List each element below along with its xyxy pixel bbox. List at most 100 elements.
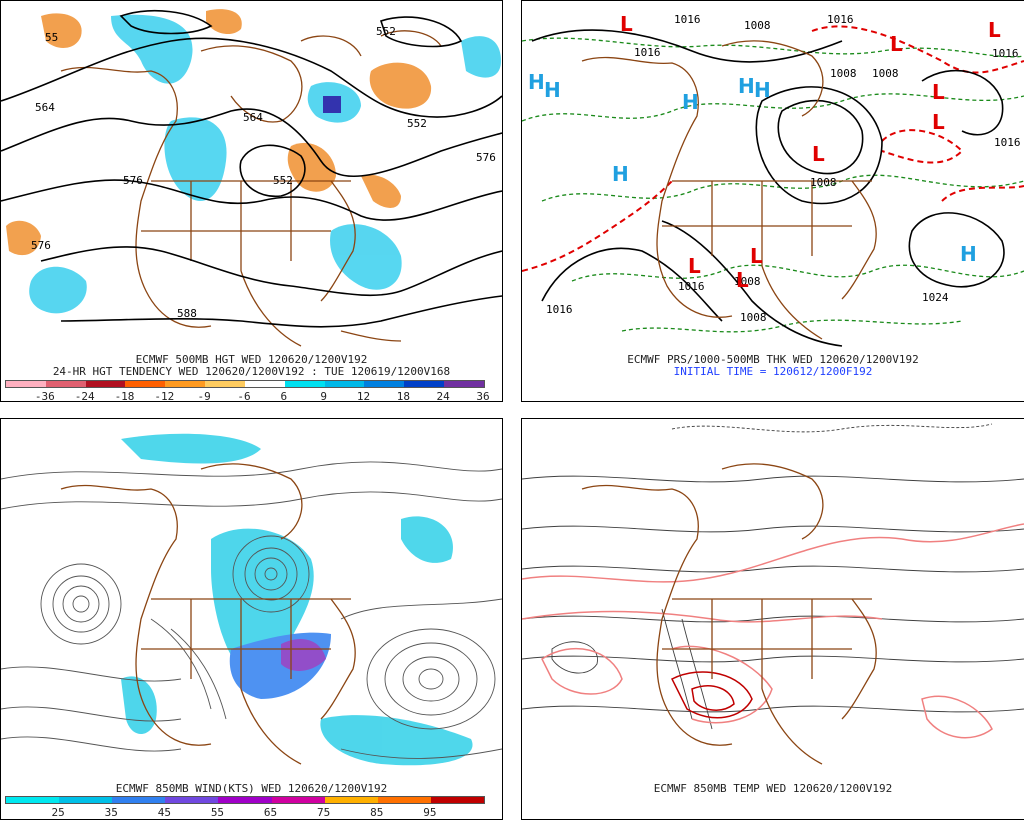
panel-title: ECMWF 850MB WIND(KTS) WED 120620/1200V19… [115, 782, 388, 795]
contour-label: 576 [31, 239, 51, 252]
low-marker: L [750, 244, 763, 268]
colorbar-label: -18 [114, 390, 135, 402]
tendency-neg-area [287, 142, 336, 192]
panel-title: ECMWF PRS/1000-500MB THK WED 120620/1200… [627, 353, 919, 366]
streamlines [1, 461, 502, 759]
coastlines [60, 463, 356, 765]
coastlines [581, 463, 877, 765]
tendency-neg-area [361, 174, 401, 208]
isobar-label: 1008 [734, 275, 761, 288]
isobar-label: 1008 [744, 19, 771, 32]
tendency-neg-area [206, 9, 242, 35]
tendency-pos-area [330, 224, 402, 290]
isobar-label: 1016 [634, 46, 661, 59]
contour-label: 576 [123, 174, 143, 187]
colorbar-label: 35 [104, 806, 118, 819]
colorbar-label: 9 [320, 390, 327, 402]
isobars [531, 29, 1005, 347]
colorbar-label: -12 [154, 390, 175, 402]
colorbar-swatch [271, 797, 325, 803]
colorbar-label: 25 [51, 806, 65, 819]
wind-speed-strong [281, 639, 326, 671]
contour-labels: 564 564 576 576 576 552 588 552 552 55 [31, 25, 496, 320]
high-marker: H [754, 78, 771, 102]
coastlines [581, 40, 877, 340]
isobar-label: 1008 [830, 67, 857, 80]
wind-fills [121, 433, 473, 766]
colorbar-label: 95 [423, 806, 437, 819]
map-500mb: 564 564 576 576 576 552 588 552 552 55 [1, 9, 502, 347]
tendency-colorbar [5, 380, 485, 388]
colorbar-swatch [324, 797, 378, 803]
temperature-pink-contours [522, 523, 1024, 739]
low-marker: L [736, 268, 749, 292]
colorbar-label: 65 [263, 806, 278, 819]
isobar-label: 1008 [872, 67, 899, 80]
tendency-fills [6, 9, 501, 314]
colorbar-swatch [444, 381, 484, 387]
colorbar-swatch [430, 797, 484, 803]
high-markers: H H H H H H H [528, 70, 977, 266]
low-marker: L [688, 254, 701, 278]
colorbar-label: 75 [317, 806, 331, 819]
temperature-contours [522, 423, 1024, 730]
colorbar-swatch [244, 381, 285, 387]
isobar-label: 1008 [740, 311, 767, 324]
colorbar-label: 36 [476, 390, 490, 402]
wind-colorbar [5, 796, 485, 804]
isobar-label: 1016 [827, 13, 854, 26]
colorbar-label: -24 [74, 390, 95, 402]
temperature-red-contours [670, 671, 753, 719]
contour-label: 564 [35, 101, 55, 114]
contour-label: 55 [45, 31, 58, 44]
isobar-label: 1016 [992, 47, 1019, 60]
tendency-pos-area [111, 14, 193, 84]
isobar-label: 1016 [546, 303, 573, 316]
colorbar-swatch [218, 797, 272, 803]
colorbar-swatch [6, 381, 46, 387]
thickness-540-line [522, 25, 1024, 272]
wind-speed-area [121, 433, 261, 464]
colorbar-label: -9 [197, 390, 211, 402]
map-pressure: 1016 1008 1016 1016 1008 1008 1016 1024 … [522, 12, 1024, 347]
high-marker: H [960, 242, 977, 266]
colorbar-label: 18 [396, 390, 410, 402]
low-marker: L [890, 32, 903, 56]
tendency-pos-area [461, 36, 501, 78]
colorbar-swatch [6, 797, 60, 803]
colorbar-swatch [59, 797, 113, 803]
colorbar-label: 55 [210, 806, 225, 819]
isobar-label: 1016 [994, 136, 1021, 149]
tendency-neg-area [6, 220, 41, 256]
contour-label: 552 [273, 174, 293, 187]
isobar-label: 1008 [810, 176, 837, 189]
low-markers: L L L L L L L L L [620, 12, 1001, 292]
colorbar-swatch [45, 381, 86, 387]
panel-subtitle: INITIAL TIME = 120612/1200F192 [673, 365, 873, 378]
high-marker: H [682, 90, 699, 114]
isobar-labels: 1016 1008 1016 1016 1008 1008 1016 1024 … [546, 13, 1021, 324]
tendency-neg-area [369, 62, 432, 109]
colorbar-label: 85 [370, 806, 384, 819]
high-marker: H [738, 74, 755, 98]
wind-speed-area [121, 676, 157, 734]
low-marker: L [812, 142, 825, 166]
low-marker: L [932, 110, 945, 134]
colorbar-swatch [165, 381, 206, 387]
colorbar-label: 12 [356, 390, 371, 402]
panel-subtitle: 24-HR HGT TENDENCY WED 120620/1200V192 :… [52, 365, 451, 378]
panel-500mb-height: 564 564 576 576 576 552 588 552 552 55 E… [0, 0, 503, 402]
colorbar-swatch [125, 381, 166, 387]
colorbar-label: -6 [237, 390, 251, 402]
colorbar-swatch [324, 381, 365, 387]
high-marker: H [612, 162, 629, 186]
tendency-pos-area [164, 117, 227, 201]
contour-label: 576 [476, 151, 496, 164]
map-850-wind [1, 433, 502, 766]
contour-label: 564 [243, 111, 263, 124]
colorbar-swatch [284, 381, 325, 387]
panel-850mb-wind: ECMWF 850MB WIND(KTS) WED 120620/1200V19… [0, 418, 503, 820]
colorbar-swatch [404, 381, 445, 387]
colorbar-swatch [377, 797, 431, 803]
low-marker: L [988, 18, 1001, 42]
